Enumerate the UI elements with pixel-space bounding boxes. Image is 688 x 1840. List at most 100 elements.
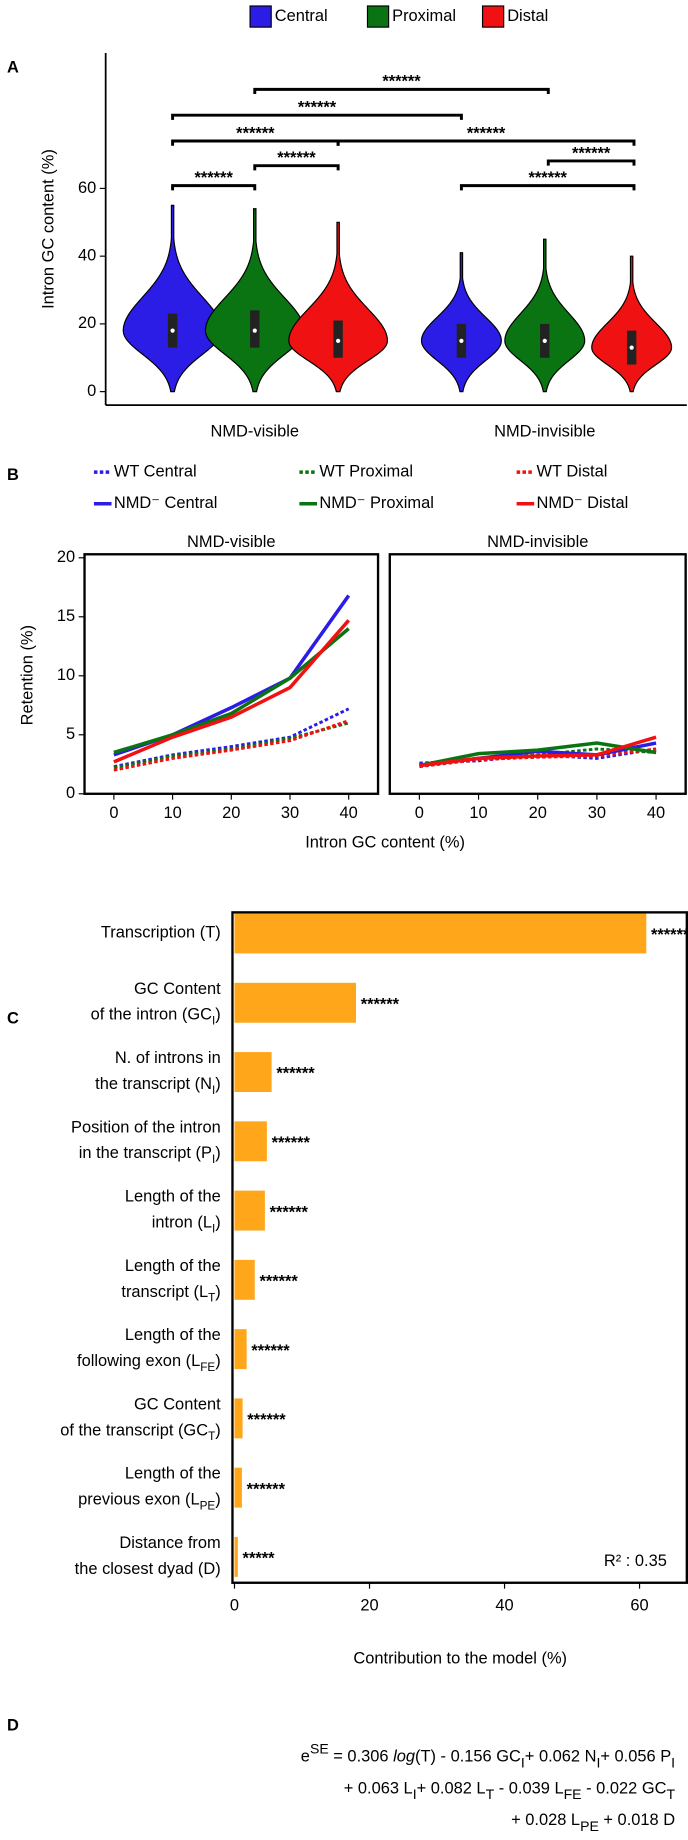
category-text: the closest dyad (D) xyxy=(75,1560,221,1578)
category-text: ) xyxy=(215,1006,220,1024)
category-label: of the intron (GCI) xyxy=(91,1006,221,1028)
median xyxy=(252,328,257,333)
equation-part: + 0.062 N xyxy=(525,1748,597,1766)
significance-bracket xyxy=(253,164,340,171)
significance-label: ***** xyxy=(243,1550,276,1568)
x-tick-label: 0 xyxy=(415,804,424,822)
x-tick-label: 30 xyxy=(281,804,299,822)
y-tick-label: 0 xyxy=(66,784,75,802)
equation-part: + 0.082 L xyxy=(417,1780,486,1798)
category-text: Position of the intron xyxy=(71,1119,221,1137)
category-text: Length of the xyxy=(125,1257,221,1275)
median xyxy=(336,338,341,343)
category-label: intron (LI) xyxy=(152,1214,221,1236)
panel-label: D xyxy=(7,1716,19,1734)
equation-part: T xyxy=(666,1786,675,1802)
violin xyxy=(591,255,673,393)
significance-label: ****** xyxy=(382,73,421,91)
plot-frame xyxy=(231,911,688,1584)
equation-part: T xyxy=(486,1786,495,1802)
significance-label: ****** xyxy=(247,1411,286,1429)
y-tick-label: 15 xyxy=(57,607,75,625)
category-label: Length of the xyxy=(125,1188,221,1206)
category-text: ) xyxy=(215,1075,220,1093)
equation-part: log xyxy=(393,1748,415,1766)
significance-bracket xyxy=(336,139,636,146)
panel-title: NMD-visible xyxy=(187,533,276,551)
category-label: Length of the xyxy=(125,1257,221,1275)
significance-label: ****** xyxy=(298,98,337,116)
significance-label: ****** xyxy=(361,995,400,1013)
line xyxy=(113,627,350,755)
legend-label: NMD⁻ Distal xyxy=(537,494,629,512)
legend-label: WT Proximal xyxy=(319,462,413,480)
significance-label: ****** xyxy=(467,124,506,142)
subscript: I xyxy=(212,1084,215,1097)
line xyxy=(113,619,351,764)
legend-label: Distal xyxy=(507,7,548,25)
bar xyxy=(234,1467,242,1508)
panel-label: A xyxy=(7,59,19,77)
category-text: ) xyxy=(215,1145,220,1163)
legend-swatch xyxy=(366,5,390,28)
equation-line: + 0.063 LI+ 0.082 LT - 0.039 LFE - 0.022… xyxy=(344,1780,676,1802)
annotation: R² : 0.35 xyxy=(604,1552,667,1570)
category-text: the transcript (N xyxy=(95,1075,212,1093)
category-text: transcript (L xyxy=(121,1283,208,1301)
significance-bracket xyxy=(546,159,636,166)
category-label: Position of the intron xyxy=(71,1119,221,1137)
category-text: of the intron (GC xyxy=(91,1006,213,1024)
bar xyxy=(234,913,647,954)
category-label: GC Content xyxy=(134,980,221,998)
median xyxy=(629,345,634,350)
violin xyxy=(420,252,502,393)
category-text: Length of the xyxy=(125,1188,221,1206)
significance-bracket xyxy=(459,184,636,191)
violin xyxy=(204,208,305,393)
category-text: following exon (L xyxy=(77,1352,200,1370)
panel-label: B xyxy=(7,466,19,484)
subscript: FE xyxy=(200,1361,215,1374)
equation-part: I xyxy=(671,1754,675,1770)
significance-label: ****** xyxy=(276,1065,315,1083)
category-text: N. of introns in xyxy=(115,1049,221,1067)
x-tick-label: 60 xyxy=(630,1597,648,1615)
subscript: T xyxy=(208,1430,215,1443)
line xyxy=(419,741,657,768)
significance-bracket xyxy=(171,184,257,191)
legend-label: NMD⁻ Central xyxy=(114,494,218,512)
category-text: GC Content xyxy=(134,1396,221,1414)
equation-part: e xyxy=(301,1748,310,1766)
legend-swatch xyxy=(249,5,272,28)
subscript: T xyxy=(208,1292,215,1305)
category-label: N. of introns in xyxy=(115,1049,221,1067)
category-text: Length of the xyxy=(125,1465,221,1483)
x-axis-label: Intron GC content (%) xyxy=(305,833,465,851)
category-text: previous exon (L xyxy=(78,1491,199,1509)
legend-label: WT Distal xyxy=(537,462,608,480)
equation-part: - 0.022 GC xyxy=(582,1780,667,1798)
significance-label: ****** xyxy=(194,169,233,187)
x-tick-label: 20 xyxy=(529,804,547,822)
category-text: ) xyxy=(215,1283,220,1301)
x-tick-label: 0 xyxy=(230,1597,239,1615)
category-text: Transcription (T) xyxy=(101,924,221,942)
significance-bracket xyxy=(253,87,550,95)
x-axis-label: Contribution to the model (%) xyxy=(353,1649,567,1667)
significance-label: ****** xyxy=(272,1134,311,1152)
panel-title: NMD-invisible xyxy=(487,533,588,551)
y-axis-label: Intron GC content (%) xyxy=(40,149,58,309)
category-label: following exon (LFE) xyxy=(77,1352,221,1374)
equation-part: SE xyxy=(310,1740,329,1756)
median xyxy=(542,338,547,343)
category-label: the closest dyad (D) xyxy=(75,1560,221,1578)
equation-line: + 0.028 LPE + 0.018 D xyxy=(511,1811,675,1833)
category-text: ) xyxy=(215,1422,220,1440)
plot-frame xyxy=(83,553,380,795)
legend-label: Central xyxy=(275,7,328,25)
significance-label: ****** xyxy=(247,1480,286,1498)
y-tick-label: 10 xyxy=(57,666,75,684)
y-axis-label: Retention (%) xyxy=(19,625,37,725)
line xyxy=(419,735,657,768)
equation-part: - 0.039 L xyxy=(494,1780,563,1798)
